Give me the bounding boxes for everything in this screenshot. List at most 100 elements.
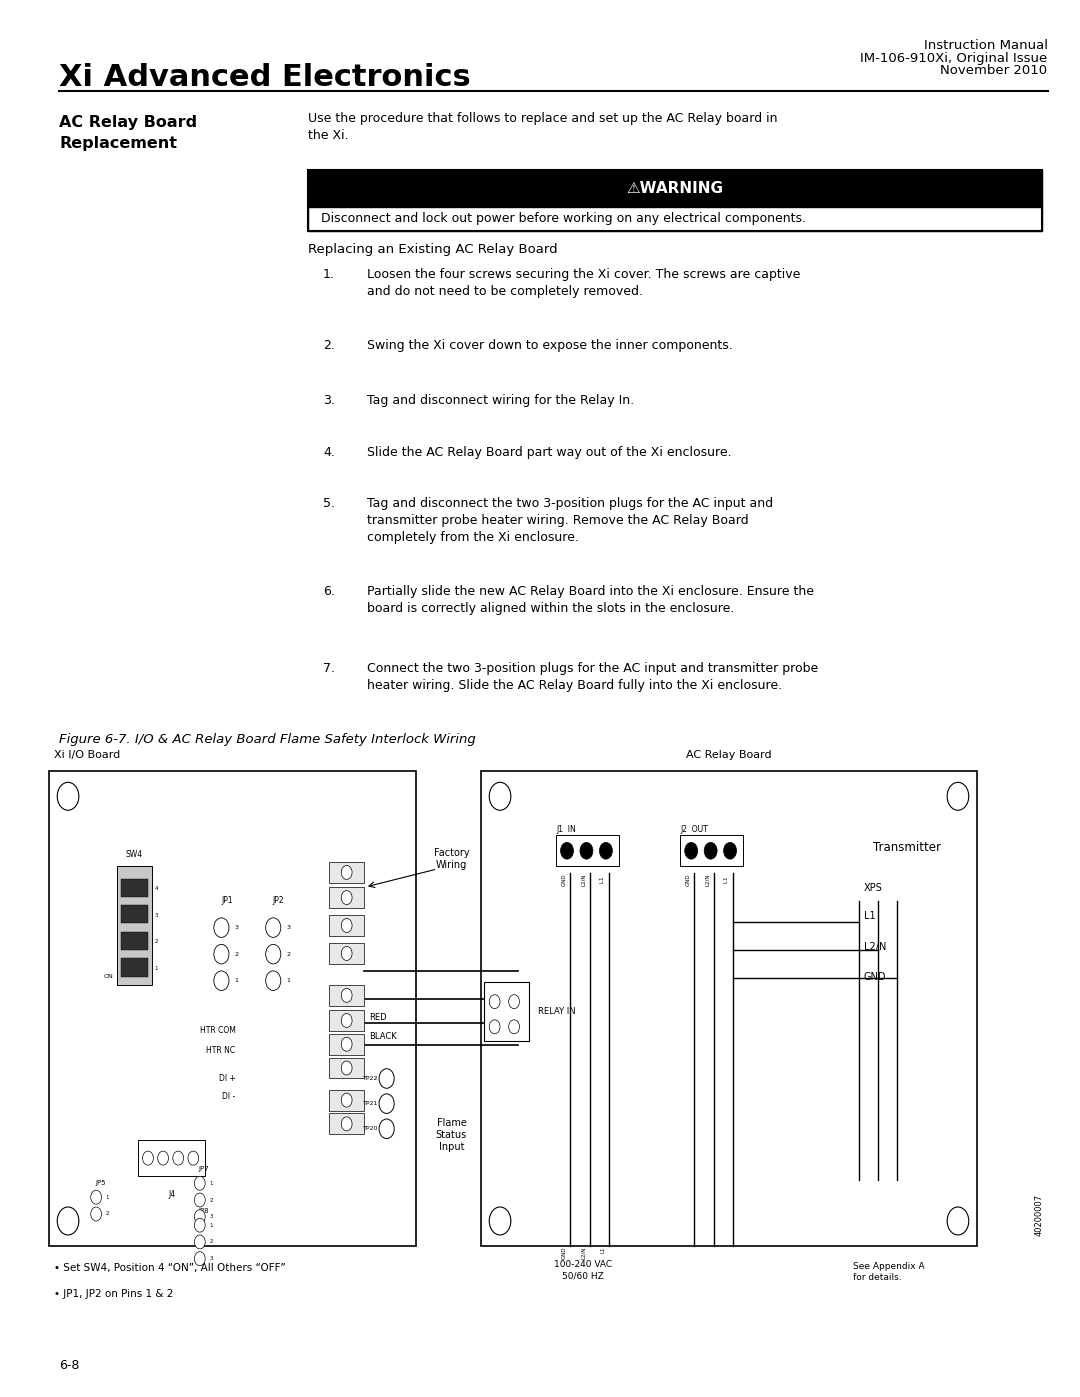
Text: 4.: 4.: [323, 446, 335, 458]
Bar: [329, 887, 364, 908]
Text: TP22: TP22: [363, 1076, 378, 1081]
Text: JP1: JP1: [221, 897, 232, 905]
Text: JP5: JP5: [95, 1180, 106, 1186]
Circle shape: [947, 782, 969, 810]
Text: 6.: 6.: [323, 585, 335, 598]
Bar: [121, 879, 148, 897]
Circle shape: [341, 1118, 352, 1132]
Text: GND: GND: [562, 1246, 566, 1259]
Text: 2: 2: [234, 951, 239, 957]
Text: SW4: SW4: [126, 851, 143, 859]
Text: JP2: JP2: [273, 897, 284, 905]
Text: Transmitter: Transmitter: [874, 841, 941, 854]
Text: 4: 4: [154, 886, 158, 891]
Bar: [484, 982, 529, 1041]
Text: GND: GND: [864, 972, 887, 982]
Circle shape: [599, 842, 612, 859]
Text: XPS: XPS: [864, 883, 882, 893]
Text: 3: 3: [154, 912, 158, 918]
Text: HTR NC: HTR NC: [206, 1046, 235, 1055]
Text: L1: L1: [600, 1246, 605, 1253]
Circle shape: [341, 947, 352, 961]
Circle shape: [379, 1069, 394, 1088]
Circle shape: [341, 919, 352, 933]
Bar: [329, 1090, 364, 1111]
Text: 3: 3: [210, 1256, 213, 1261]
Text: 5.: 5.: [323, 497, 335, 510]
Text: 2: 2: [210, 1239, 213, 1245]
Text: Xi Advanced Electronics: Xi Advanced Electronics: [59, 63, 471, 92]
Bar: [680, 835, 743, 866]
Text: Figure 6-7. I/O & AC Relay Board Flame Safety Interlock Wiring: Figure 6-7. I/O & AC Relay Board Flame S…: [59, 733, 476, 746]
Text: 1: 1: [210, 1180, 213, 1186]
Circle shape: [489, 1207, 511, 1235]
Text: 3: 3: [234, 925, 239, 930]
Circle shape: [194, 1218, 205, 1232]
Text: L1: L1: [600, 873, 605, 883]
Circle shape: [341, 1062, 352, 1076]
Text: Swing the Xi cover down to expose the inner components.: Swing the Xi cover down to expose the in…: [367, 339, 733, 352]
Circle shape: [947, 1207, 969, 1235]
Text: Xi I/O Board: Xi I/O Board: [54, 750, 120, 760]
Circle shape: [341, 891, 352, 905]
Bar: [329, 1113, 364, 1134]
Text: ON: ON: [104, 974, 113, 979]
Text: Instruction Manual: Instruction Manual: [923, 39, 1048, 52]
Text: BLACK: BLACK: [369, 1032, 397, 1041]
Text: Flame
Status
Input: Flame Status Input: [436, 1118, 467, 1153]
Circle shape: [509, 1020, 519, 1034]
Text: GND: GND: [562, 873, 566, 886]
Circle shape: [158, 1151, 168, 1165]
Bar: [49, 771, 416, 1246]
Text: 3: 3: [210, 1214, 213, 1220]
Text: L2/N: L2/N: [705, 873, 710, 886]
Text: RED: RED: [369, 1013, 387, 1021]
Text: Tag and disconnect the two 3-position plugs for the AC input and
transmitter pro: Tag and disconnect the two 3-position pl…: [367, 497, 773, 545]
Circle shape: [214, 944, 229, 964]
Circle shape: [509, 995, 519, 1009]
Text: 2: 2: [154, 939, 158, 944]
Bar: [308, 170, 1042, 207]
Text: TP20: TP20: [363, 1126, 378, 1132]
Text: Connect the two 3-position plugs for the AC input and transmitter probe
heater w: Connect the two 3-position plugs for the…: [367, 662, 819, 692]
Bar: [308, 170, 1042, 231]
Circle shape: [173, 1151, 184, 1165]
Bar: [556, 835, 619, 866]
Text: J2  OUT: J2 OUT: [680, 826, 708, 834]
Text: Disconnect and lock out power before working on any electrical components.: Disconnect and lock out power before wor…: [321, 212, 806, 225]
Circle shape: [379, 1094, 394, 1113]
Text: Use the procedure that follows to replace and set up the AC Relay board in
the X: Use the procedure that follows to replac…: [308, 112, 778, 141]
Text: DI +: DI +: [218, 1074, 235, 1083]
Bar: [138, 1140, 205, 1176]
Text: L2/N: L2/N: [864, 942, 887, 951]
Circle shape: [341, 1037, 352, 1051]
Text: Partially slide the new AC Relay Board into the Xi enclosure. Ensure the
board i: Partially slide the new AC Relay Board i…: [367, 585, 814, 615]
Circle shape: [143, 1151, 153, 1165]
Text: RELAY IN: RELAY IN: [538, 1007, 576, 1016]
Text: November 2010: November 2010: [941, 64, 1048, 77]
Circle shape: [266, 918, 281, 937]
Text: 1: 1: [234, 978, 239, 983]
Bar: [121, 905, 148, 923]
Circle shape: [188, 1151, 199, 1165]
Circle shape: [194, 1193, 205, 1207]
Bar: [329, 1010, 364, 1031]
Bar: [481, 771, 977, 1246]
Circle shape: [91, 1207, 102, 1221]
Circle shape: [704, 842, 717, 859]
Circle shape: [341, 989, 352, 1003]
Text: 40200007: 40200007: [1035, 1194, 1043, 1236]
Text: L2/N: L2/N: [581, 1246, 585, 1259]
Bar: [117, 866, 152, 985]
Text: • Set SW4, Position 4 “ON”, All Others “OFF”: • Set SW4, Position 4 “ON”, All Others “…: [54, 1263, 286, 1274]
Text: JP7: JP7: [199, 1166, 210, 1172]
Text: 1.: 1.: [323, 268, 335, 281]
Text: Tag and disconnect wiring for the Relay In.: Tag and disconnect wiring for the Relay …: [367, 394, 634, 407]
Circle shape: [194, 1235, 205, 1249]
Text: IM-106-910Xi, Original Issue: IM-106-910Xi, Original Issue: [861, 52, 1048, 64]
Circle shape: [194, 1210, 205, 1224]
Circle shape: [341, 866, 352, 880]
Text: ⚠WARNING: ⚠WARNING: [626, 182, 724, 196]
Text: L1: L1: [864, 911, 876, 921]
Circle shape: [341, 1092, 352, 1106]
